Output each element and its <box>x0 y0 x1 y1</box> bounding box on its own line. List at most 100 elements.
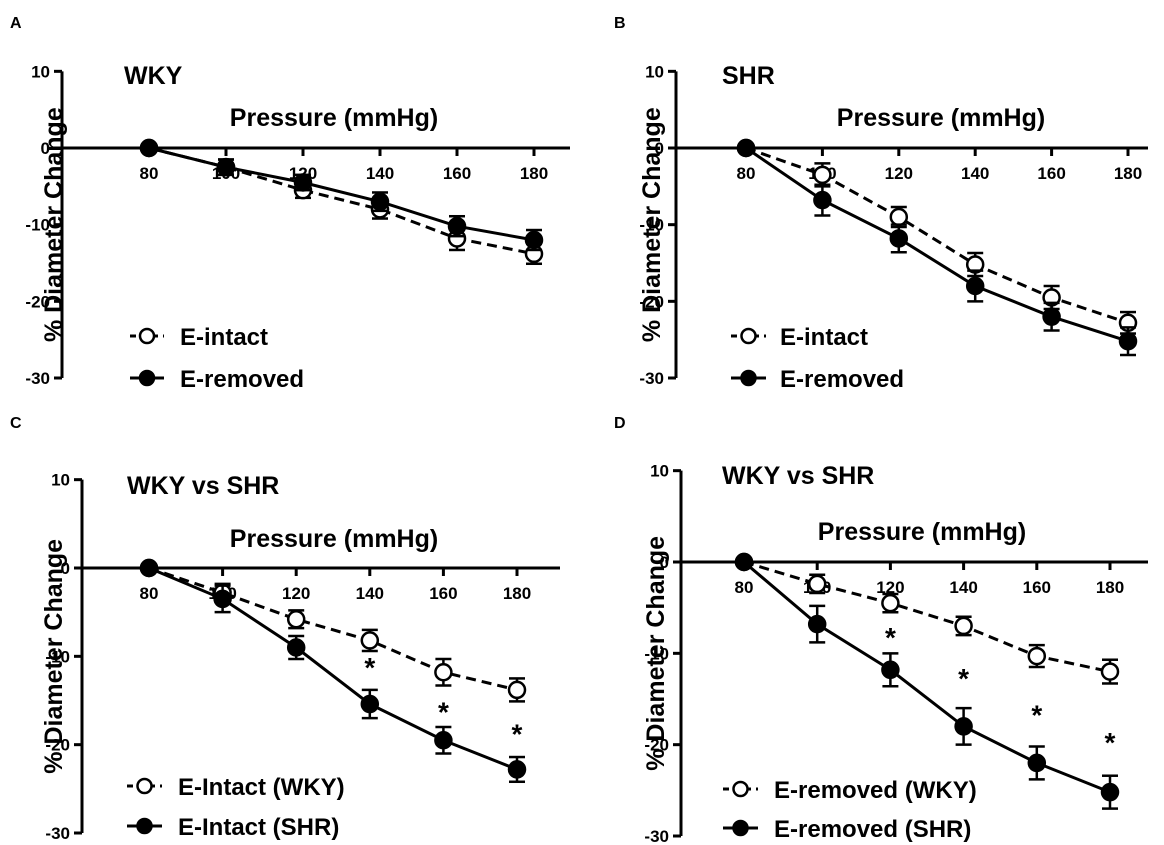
series-filled <box>734 552 1120 810</box>
legend-marker <box>732 819 749 837</box>
legend-label: E-intact <box>780 324 868 351</box>
legend-marker <box>138 327 156 345</box>
y-tick-label: -30 <box>25 369 50 388</box>
series-open <box>736 138 1138 335</box>
data-point <box>1042 307 1061 326</box>
legend-marker <box>740 327 757 345</box>
significance-star: * <box>1105 727 1116 758</box>
data-point <box>1118 331 1138 351</box>
data-point <box>889 229 909 248</box>
x-tick-label: 180 <box>1096 578 1124 597</box>
series-line <box>148 146 535 242</box>
x-axis-label: Pressure (mmHg) <box>230 104 438 132</box>
y-tick-label: -30 <box>644 827 669 845</box>
data-point <box>807 574 827 594</box>
data-point <box>736 138 756 158</box>
y-tick-label: 0 <box>61 559 70 578</box>
legend-marker <box>136 777 153 795</box>
panel-title: WKY vs SHR <box>127 472 279 500</box>
y-tick-label: 0 <box>655 139 664 158</box>
y-tick-label: -10 <box>25 216 50 235</box>
panel-title: SHR <box>722 62 775 90</box>
series-open <box>734 552 1120 685</box>
series-line <box>745 146 1129 343</box>
legend-marker <box>732 780 749 798</box>
x-axis-label: Pressure (mmHg) <box>837 104 1045 132</box>
y-tick-label: -30 <box>639 369 664 388</box>
x-tick-label: 120 <box>885 164 913 183</box>
data-point <box>1100 662 1120 681</box>
legend-label: E-removed <box>180 366 304 393</box>
legend-label: E-removed <box>780 366 904 393</box>
data-point <box>293 173 313 192</box>
data-point <box>1027 753 1047 773</box>
data-point <box>434 662 453 682</box>
data-point <box>216 157 236 177</box>
panel-letter: D <box>614 415 626 432</box>
data-point <box>360 631 380 650</box>
series-open <box>139 558 527 703</box>
y-tick-label: -20 <box>644 736 669 755</box>
data-point <box>881 593 900 613</box>
data-point <box>813 190 832 210</box>
data-point <box>813 165 832 185</box>
data-point <box>139 138 159 158</box>
x-tick-label: 180 <box>503 584 531 603</box>
x-tick-label: 160 <box>429 584 457 603</box>
x-tick-label: 160 <box>1023 578 1051 597</box>
y-tick-label: -30 <box>45 824 70 843</box>
x-tick-label: 120 <box>876 578 904 597</box>
y-tick-label: -20 <box>25 292 50 311</box>
x-tick-label: 160 <box>443 164 471 183</box>
series-open <box>139 138 544 266</box>
series-line <box>148 566 518 692</box>
x-tick-label: 180 <box>1114 164 1142 183</box>
legend-item: E-intact <box>731 324 868 351</box>
legend-label: E-Intact (SHR) <box>178 814 339 841</box>
y-tick-label: -10 <box>639 216 664 235</box>
series-filled <box>139 558 527 784</box>
series-line <box>743 560 1111 794</box>
x-tick-label: 180 <box>520 164 548 183</box>
panel-title: WKY <box>124 62 183 90</box>
y-axis-label: % Diameter Change <box>642 536 670 771</box>
y-tick-label: 10 <box>650 462 669 481</box>
significance-star: * <box>512 718 523 749</box>
series-line <box>148 566 518 771</box>
legend-item: E-Intact (WKY) <box>127 774 345 801</box>
y-tick-label: -20 <box>639 292 664 311</box>
legend-item: E-Intact (SHR) <box>127 814 339 841</box>
x-tick-label: 160 <box>1037 164 1065 183</box>
series-filled <box>139 138 544 252</box>
y-tick-label: 0 <box>660 553 669 572</box>
data-point <box>889 207 909 227</box>
x-axis-label: Pressure (mmHg) <box>230 525 438 553</box>
legend-label: E-intact <box>180 324 268 351</box>
x-tick-label: 80 <box>735 578 754 597</box>
x-tick-label: 140 <box>366 164 394 183</box>
y-axis-label: % Diameter Change <box>40 107 68 342</box>
significance-star: * <box>958 663 969 694</box>
data-point <box>507 760 527 779</box>
y-tick-label: 10 <box>51 471 70 490</box>
legend-item: E-removed (SHR) <box>723 816 971 843</box>
x-tick-label: 80 <box>140 164 159 183</box>
y-tick-label: -10 <box>644 644 669 663</box>
panel-a: A100-10-20-3080100120140160180WKYPressur… <box>10 15 570 393</box>
significance-star: * <box>438 696 449 727</box>
data-point <box>286 638 306 657</box>
data-point <box>524 230 544 250</box>
x-tick-label: 140 <box>961 164 989 183</box>
legend-item: E-removed <box>130 366 304 393</box>
data-point <box>507 680 527 700</box>
data-point <box>370 192 390 211</box>
panel-letter: A <box>10 15 22 32</box>
legend-label: E-removed (SHR) <box>774 816 971 843</box>
significance-star: * <box>885 622 896 653</box>
legend-item: E-removed (WKY) <box>723 777 977 804</box>
x-tick-label: 140 <box>949 578 977 597</box>
y-tick-label: -20 <box>45 736 70 755</box>
data-point <box>881 660 900 680</box>
